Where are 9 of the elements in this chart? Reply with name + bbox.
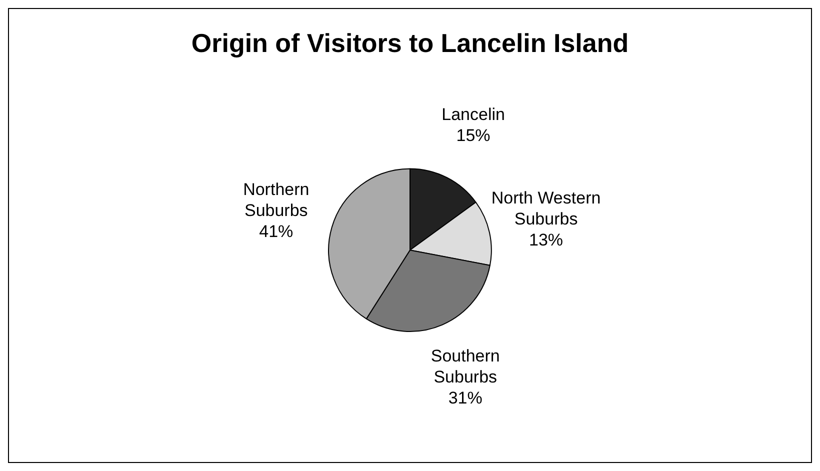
data-label: 13% <box>529 230 564 250</box>
data-label: 31% <box>448 388 482 408</box>
slice-label: Southern Suburbs <box>430 346 500 387</box>
slice-label: Lancelin <box>442 105 505 124</box>
data-label: 15% <box>456 126 490 146</box>
slice-label: Northern Suburbs <box>243 180 310 220</box>
slice-label: North Western Suburbs <box>491 188 601 228</box>
chart-title: Origin of Visitors to Lancelin Island <box>191 28 629 58</box>
data-label: 41% <box>259 222 294 241</box>
